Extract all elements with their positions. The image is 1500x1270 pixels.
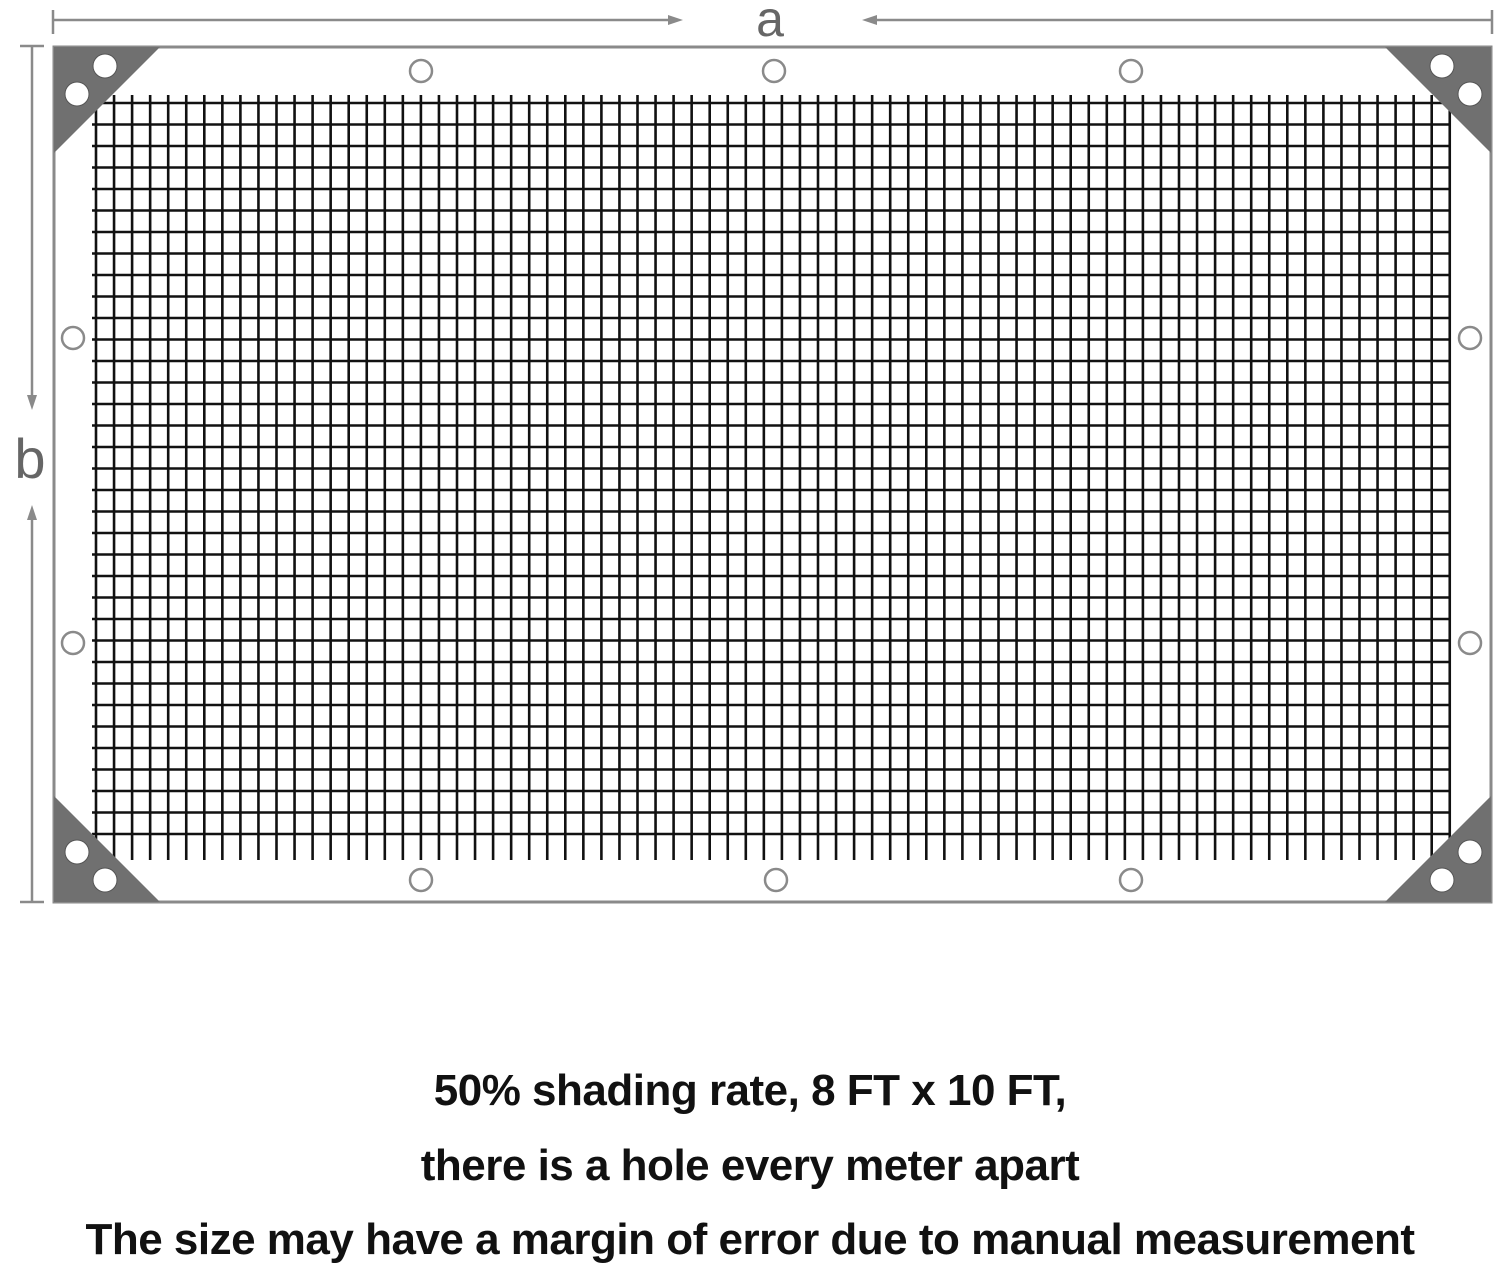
caption-line-1: 50% shading rate, 8 FT x 10 FT,	[433, 1066, 1067, 1115]
corner-holes	[64, 53, 1483, 893]
width-label: a	[756, 0, 784, 47]
corner-bottom-left	[54, 796, 160, 902]
mesh-grid	[92, 95, 1452, 860]
height-label: b	[14, 427, 45, 490]
corner-top-left	[54, 47, 160, 153]
corner-reinforcements	[54, 47, 1491, 902]
height-dimension	[20, 44, 44, 904]
grommet-holes	[60, 58, 1483, 893]
width-dimension	[51, 10, 1494, 34]
net-border	[52, 45, 1493, 904]
shade-net-diagram: a b	[14, 0, 1494, 904]
corner-top-right	[1385, 47, 1491, 153]
caption-line-3: The size may have a margin of error due …	[85, 1215, 1415, 1264]
corner-bottom-right	[1385, 796, 1491, 902]
caption-line-2: there is a hole every meter apart	[420, 1141, 1080, 1190]
